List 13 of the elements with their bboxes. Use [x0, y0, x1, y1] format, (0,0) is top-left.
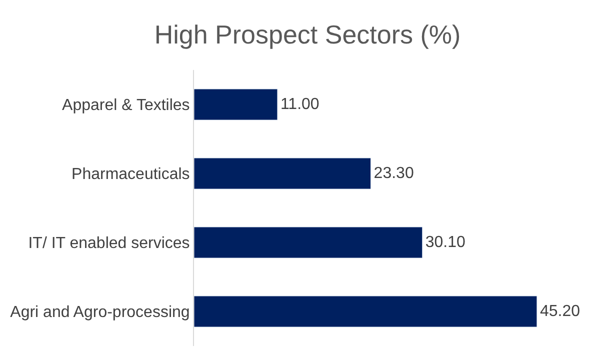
- data-label: 30.10: [425, 234, 466, 252]
- bar: [194, 296, 538, 328]
- y-tick-label: Agri and Agro-processing: [10, 304, 190, 322]
- bar: [194, 226, 423, 258]
- y-tick-label: Apparel & Textiles: [62, 97, 190, 114]
- y-tick-label: Pharmaceuticals: [72, 166, 190, 184]
- chart-title: High Prospect Sectors (%): [154, 19, 461, 50]
- data-label: 45.20: [540, 303, 580, 320]
- bar: [194, 158, 372, 190]
- bar: [194, 88, 278, 120]
- y-tick-label: IT/ IT enabled services: [28, 235, 190, 252]
- data-label: 23.30: [374, 165, 414, 182]
- data-label: 11.00: [280, 96, 320, 114]
